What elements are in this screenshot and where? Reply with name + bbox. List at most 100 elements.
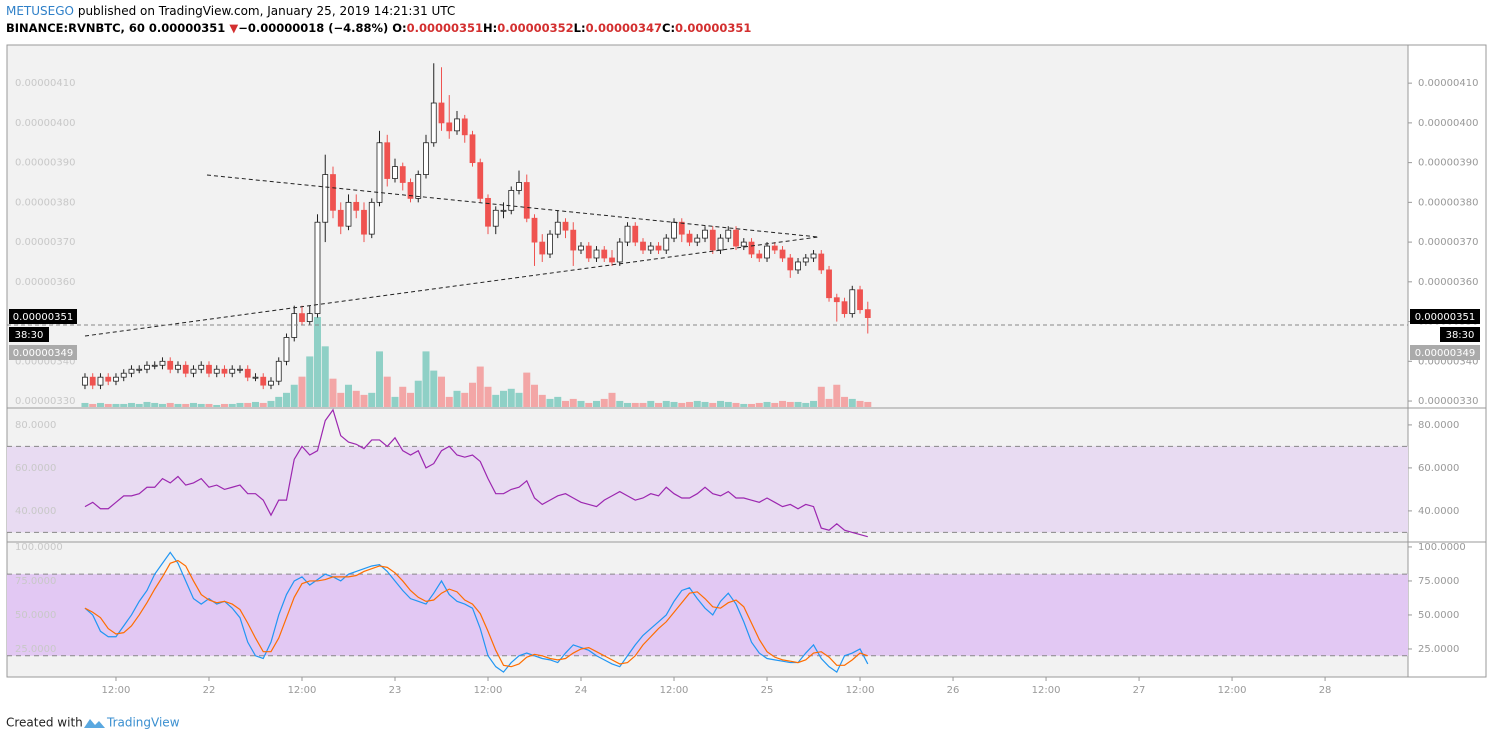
volume-bar [740, 403, 748, 407]
volume-bar [282, 392, 290, 407]
candle-body [578, 245, 584, 251]
candle-body [717, 237, 724, 251]
candle-body [632, 225, 639, 243]
candle-body [82, 376, 88, 386]
ohlc-label: C: [662, 21, 676, 35]
x-tick-label: 12:00 [1032, 685, 1061, 696]
volume-bar [693, 400, 701, 407]
volume-bar [724, 401, 732, 407]
x-tick-label: 12:00 [660, 685, 689, 696]
volume-bar [755, 402, 763, 407]
candle-body [477, 162, 484, 199]
countdown-box [1440, 327, 1480, 342]
candle-body [547, 233, 553, 255]
footer-text: Created with [6, 716, 83, 730]
volume-bar [531, 384, 539, 407]
volume-bar [515, 392, 523, 407]
volume-bar [717, 400, 725, 407]
volume-bar [422, 351, 430, 407]
volume-bar [484, 386, 492, 407]
candle-body [779, 249, 786, 259]
symbol: BINANCE:RVNBTC, 60 [6, 21, 145, 35]
volume-bar [655, 402, 663, 407]
volume-bar [810, 400, 818, 407]
volume-bar [507, 388, 515, 407]
volume-bar [445, 396, 453, 407]
volume-bar [779, 400, 787, 407]
candle-body [299, 313, 305, 322]
candle-body [748, 241, 755, 255]
candle-body [539, 241, 546, 255]
symbol-line: BINANCE:RVNBTC, 60 0.00000351 ▼−0.000000… [6, 21, 751, 35]
volume-bar [616, 400, 624, 407]
volume-bar [89, 403, 97, 407]
candle-body [120, 372, 127, 378]
ohlc-label: L: [573, 21, 586, 35]
volume-bar [189, 402, 197, 407]
candle-body [787, 257, 794, 271]
volume-bar [492, 394, 500, 407]
candle-body [841, 301, 848, 315]
band [7, 574, 1408, 656]
y-tick-label: 75.0000 [1418, 576, 1459, 587]
candle-body [423, 142, 429, 175]
y-tick-label: 100.0000 [1418, 542, 1466, 553]
candle-body [709, 229, 716, 251]
candle-body [694, 237, 701, 243]
candle-body [810, 253, 817, 259]
candle-body [454, 118, 460, 132]
volume-bar [523, 372, 531, 407]
candle-body [771, 245, 778, 251]
y-tick-label: 50.0000 [15, 610, 56, 621]
candle-body [562, 221, 569, 231]
trendline [84, 236, 819, 337]
y-tick-label: 25.0000 [15, 644, 56, 655]
candle-body [244, 368, 251, 378]
volume-bar [662, 400, 670, 407]
candle-body [89, 376, 96, 386]
volume-bar [368, 392, 376, 407]
volume-bar [220, 403, 228, 407]
candle-body [593, 249, 600, 259]
published: published on TradingView.com, January 25… [77, 4, 456, 18]
candle-body [376, 142, 383, 203]
volume-bar [166, 402, 174, 407]
trendline [206, 174, 819, 238]
volume-bar [500, 390, 508, 407]
countdown-box [9, 327, 49, 342]
candle-body [616, 241, 623, 263]
y-tick-label: 0.00000370 [15, 237, 75, 248]
candle-body [609, 257, 615, 263]
author[interactable]: METUSEGO [6, 4, 74, 18]
x-tick-label: 23 [389, 685, 402, 696]
volume-bar [856, 400, 864, 407]
y-tick-label: 0.00000360 [1418, 277, 1478, 288]
price-label-box [9, 345, 77, 360]
candle-body [826, 269, 832, 299]
volume-bar [143, 401, 151, 407]
candle-body [159, 360, 166, 366]
candle-body [756, 253, 763, 259]
x-tick-label: 25 [761, 685, 774, 696]
volume-bar [228, 403, 236, 407]
volume-bar [461, 392, 469, 407]
volume-bar [151, 402, 159, 407]
candle-body [740, 241, 747, 247]
candle-body [345, 201, 352, 227]
footer-brand[interactable]: TradingView [106, 716, 180, 730]
candle-body [795, 261, 801, 271]
price-axis [1407, 44, 1487, 678]
volume-bar [624, 402, 632, 407]
candle-body [686, 233, 693, 243]
candle-body [864, 309, 871, 318]
volume-bar [174, 403, 182, 407]
volume-bar [205, 403, 213, 407]
candle-body [640, 241, 646, 251]
candle-body [260, 376, 267, 386]
candle-body [182, 364, 189, 374]
volume-bar [794, 401, 802, 407]
y-tick-label: 0.00000410 [1418, 78, 1478, 89]
candle-body [523, 182, 530, 219]
y-tick-label: 0.00000330 [1418, 396, 1478, 407]
